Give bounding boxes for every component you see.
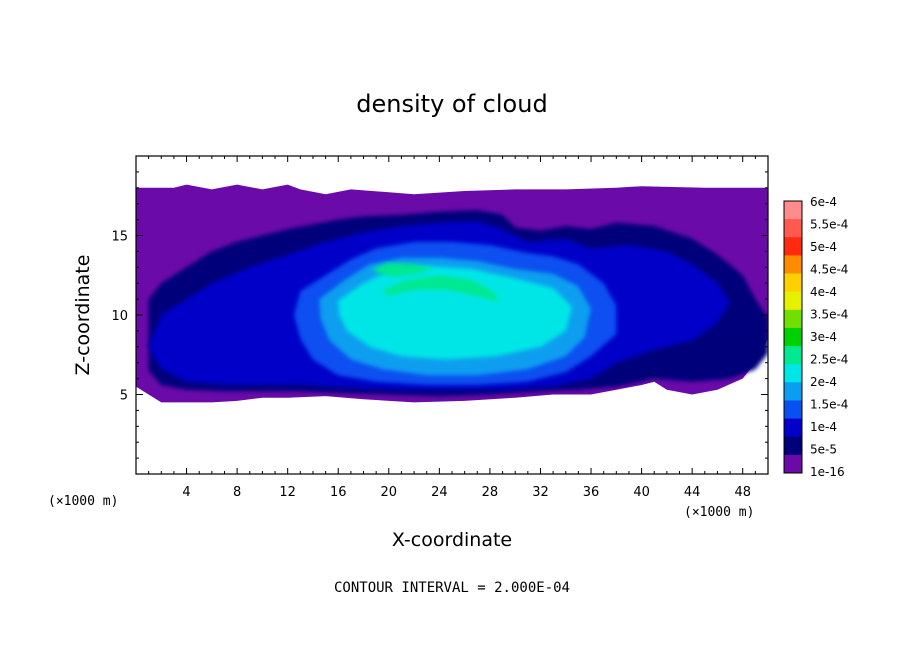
- colorbar-label-3: 4.5e-4: [810, 263, 848, 277]
- colorbar-cell-12: [784, 418, 802, 438]
- colorbar-cell-4: [784, 273, 802, 293]
- colorbar-label-7: 2.5e-4: [810, 353, 848, 367]
- colorbar-cell-2: [784, 237, 802, 256]
- colorbar-cell-6: [784, 309, 802, 329]
- colorbar-label-2: 5e-4: [810, 240, 837, 254]
- x-tick-label-20: 20: [381, 485, 398, 500]
- x-axis: 4 8 12 16 20 24 28 32 36 40 44 48: [148, 156, 756, 500]
- x-tick-label-36: 36: [583, 485, 600, 500]
- x-tick-label-12: 12: [279, 485, 296, 500]
- colorbar-label-5: 3.5e-4: [810, 308, 848, 322]
- chart-title: density of cloud: [356, 90, 547, 118]
- colorbar-cell-11: [784, 400, 802, 419]
- colorbar-label-1: 5.5e-4: [810, 218, 848, 232]
- x-tick-label-28: 28: [482, 485, 499, 500]
- x-unit-right: (×1000 m): [684, 505, 754, 520]
- x-tick-label-44: 44: [684, 485, 701, 500]
- y-tick-label-5: 5: [120, 389, 128, 404]
- contour-interval-note: CONTOUR INTERVAL = 2.000E-04: [334, 580, 570, 596]
- colorbar-cell-1: [784, 219, 802, 238]
- colorbar-label-0: 6e-4: [810, 195, 837, 209]
- colorbar-label-9: 1.5e-4: [810, 398, 848, 412]
- colorbar-cell-8: [784, 346, 802, 365]
- colorbar-label-8: 2e-4: [810, 375, 837, 389]
- density-region-7: [372, 262, 435, 277]
- colorbar: 6e-4 5.5e-4 5e-4 4.5e-4 4e-4 3.5e-4 3e-4 2.5e-4…: [783, 195, 848, 479]
- x-unit-left: (×1000 m): [48, 494, 118, 509]
- colorbar-cell-14: [784, 454, 802, 474]
- y-axis-label: Z-coordinate: [72, 255, 94, 376]
- x-tick-label-40: 40: [633, 485, 650, 500]
- colorbar-label-12: 1e-16: [810, 465, 845, 479]
- x-tick-label-48: 48: [734, 485, 751, 500]
- y-tick-label-10: 10: [111, 309, 128, 324]
- x-tick-label-4: 4: [182, 485, 190, 500]
- colorbar-cell-9: [784, 364, 802, 383]
- density-region-6: [382, 275, 500, 303]
- x-tick-label-16: 16: [330, 485, 347, 500]
- colorbar-label-11: 5e-5: [810, 443, 837, 457]
- colorbar-cell-0: [784, 201, 802, 220]
- density-field: [136, 184, 768, 403]
- x-tick-label-8: 8: [233, 485, 241, 500]
- colorbar-frame: [783, 200, 803, 474]
- x-tick-label-24: 24: [431, 485, 448, 500]
- colorbar-cell-13: [784, 436, 802, 456]
- y-tick-label-15: 15: [111, 230, 128, 245]
- colorbar-cell-3: [784, 255, 802, 274]
- x-axis-label: X-coordinate: [392, 529, 512, 551]
- colorbar-label-6: 3e-4: [810, 330, 837, 344]
- colorbar-label-4: 4e-4: [810, 285, 837, 299]
- colorbar-cell-5: [784, 291, 802, 311]
- x-tick-label-32: 32: [532, 485, 549, 500]
- colorbar-label-10: 1e-4: [810, 420, 837, 434]
- colorbar-cell-7: [784, 327, 802, 347]
- colorbar-cell-10: [784, 382, 802, 401]
- y-axis: 5 10 15: [111, 171, 768, 459]
